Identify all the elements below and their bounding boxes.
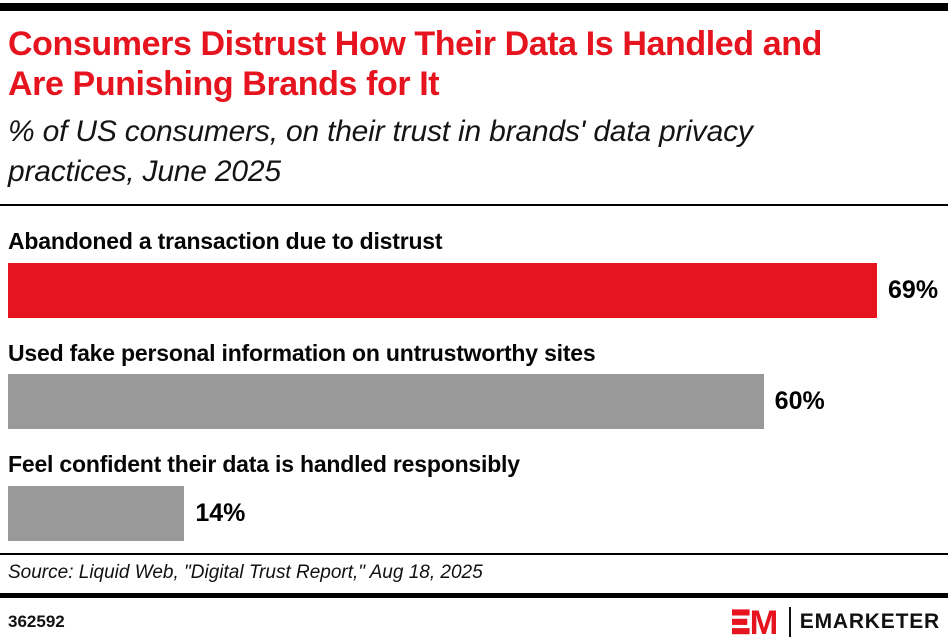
chart-header: Consumers Distrust How Their Data Is Han… bbox=[0, 24, 948, 191]
bar-chart: Abandoned a transaction due to distrust … bbox=[0, 228, 948, 541]
bar-group: Abandoned a transaction due to distrust … bbox=[8, 228, 940, 318]
logo-separator bbox=[788, 606, 791, 637]
bar-group: Used fake personal information on untrus… bbox=[8, 339, 940, 430]
bar-fake-information bbox=[8, 374, 764, 430]
chart-footer: 362592 M EMARKETER bbox=[0, 598, 948, 637]
bar-group: Feel confident their data is handled res… bbox=[8, 451, 940, 541]
chart-subtitle: % of US consumers, on their trust in bra… bbox=[8, 115, 753, 188]
bar-category-label: Feel confident their data is handled res… bbox=[8, 451, 520, 478]
bar-row: 14% bbox=[8, 485, 940, 541]
svg-text:M: M bbox=[750, 609, 779, 635]
bar-row: 60% bbox=[8, 374, 940, 430]
source-divider bbox=[0, 552, 948, 555]
chart-title: Consumers Distrust How Their Data Is Han… bbox=[8, 25, 822, 104]
bar-value-label: 69% bbox=[888, 275, 939, 304]
header-divider bbox=[0, 204, 948, 207]
top-rule bbox=[0, 3, 948, 11]
bar-value-label: 14% bbox=[195, 498, 246, 527]
bar-row: 69% bbox=[8, 262, 940, 318]
chart-page: Consumers Distrust How Their Data Is Han… bbox=[0, 3, 948, 637]
emarketer-logo: M EMARKETER bbox=[732, 606, 940, 637]
bar-category-label: Used fake personal information on untrus… bbox=[8, 339, 596, 366]
footer-divider bbox=[0, 592, 948, 598]
bar-category-label: Abandoned a transaction due to distrust bbox=[8, 228, 443, 255]
chart-id: 362592 bbox=[8, 611, 65, 631]
em-monogram-icon: M bbox=[732, 609, 779, 635]
source-note: Source: Liquid Web, "Digital Trust Repor… bbox=[8, 561, 483, 583]
bar-feel-confident bbox=[8, 485, 185, 541]
bar-abandoned-transaction bbox=[8, 262, 878, 318]
brand-wordmark: EMARKETER bbox=[799, 609, 940, 633]
bar-value-label: 60% bbox=[774, 387, 825, 416]
